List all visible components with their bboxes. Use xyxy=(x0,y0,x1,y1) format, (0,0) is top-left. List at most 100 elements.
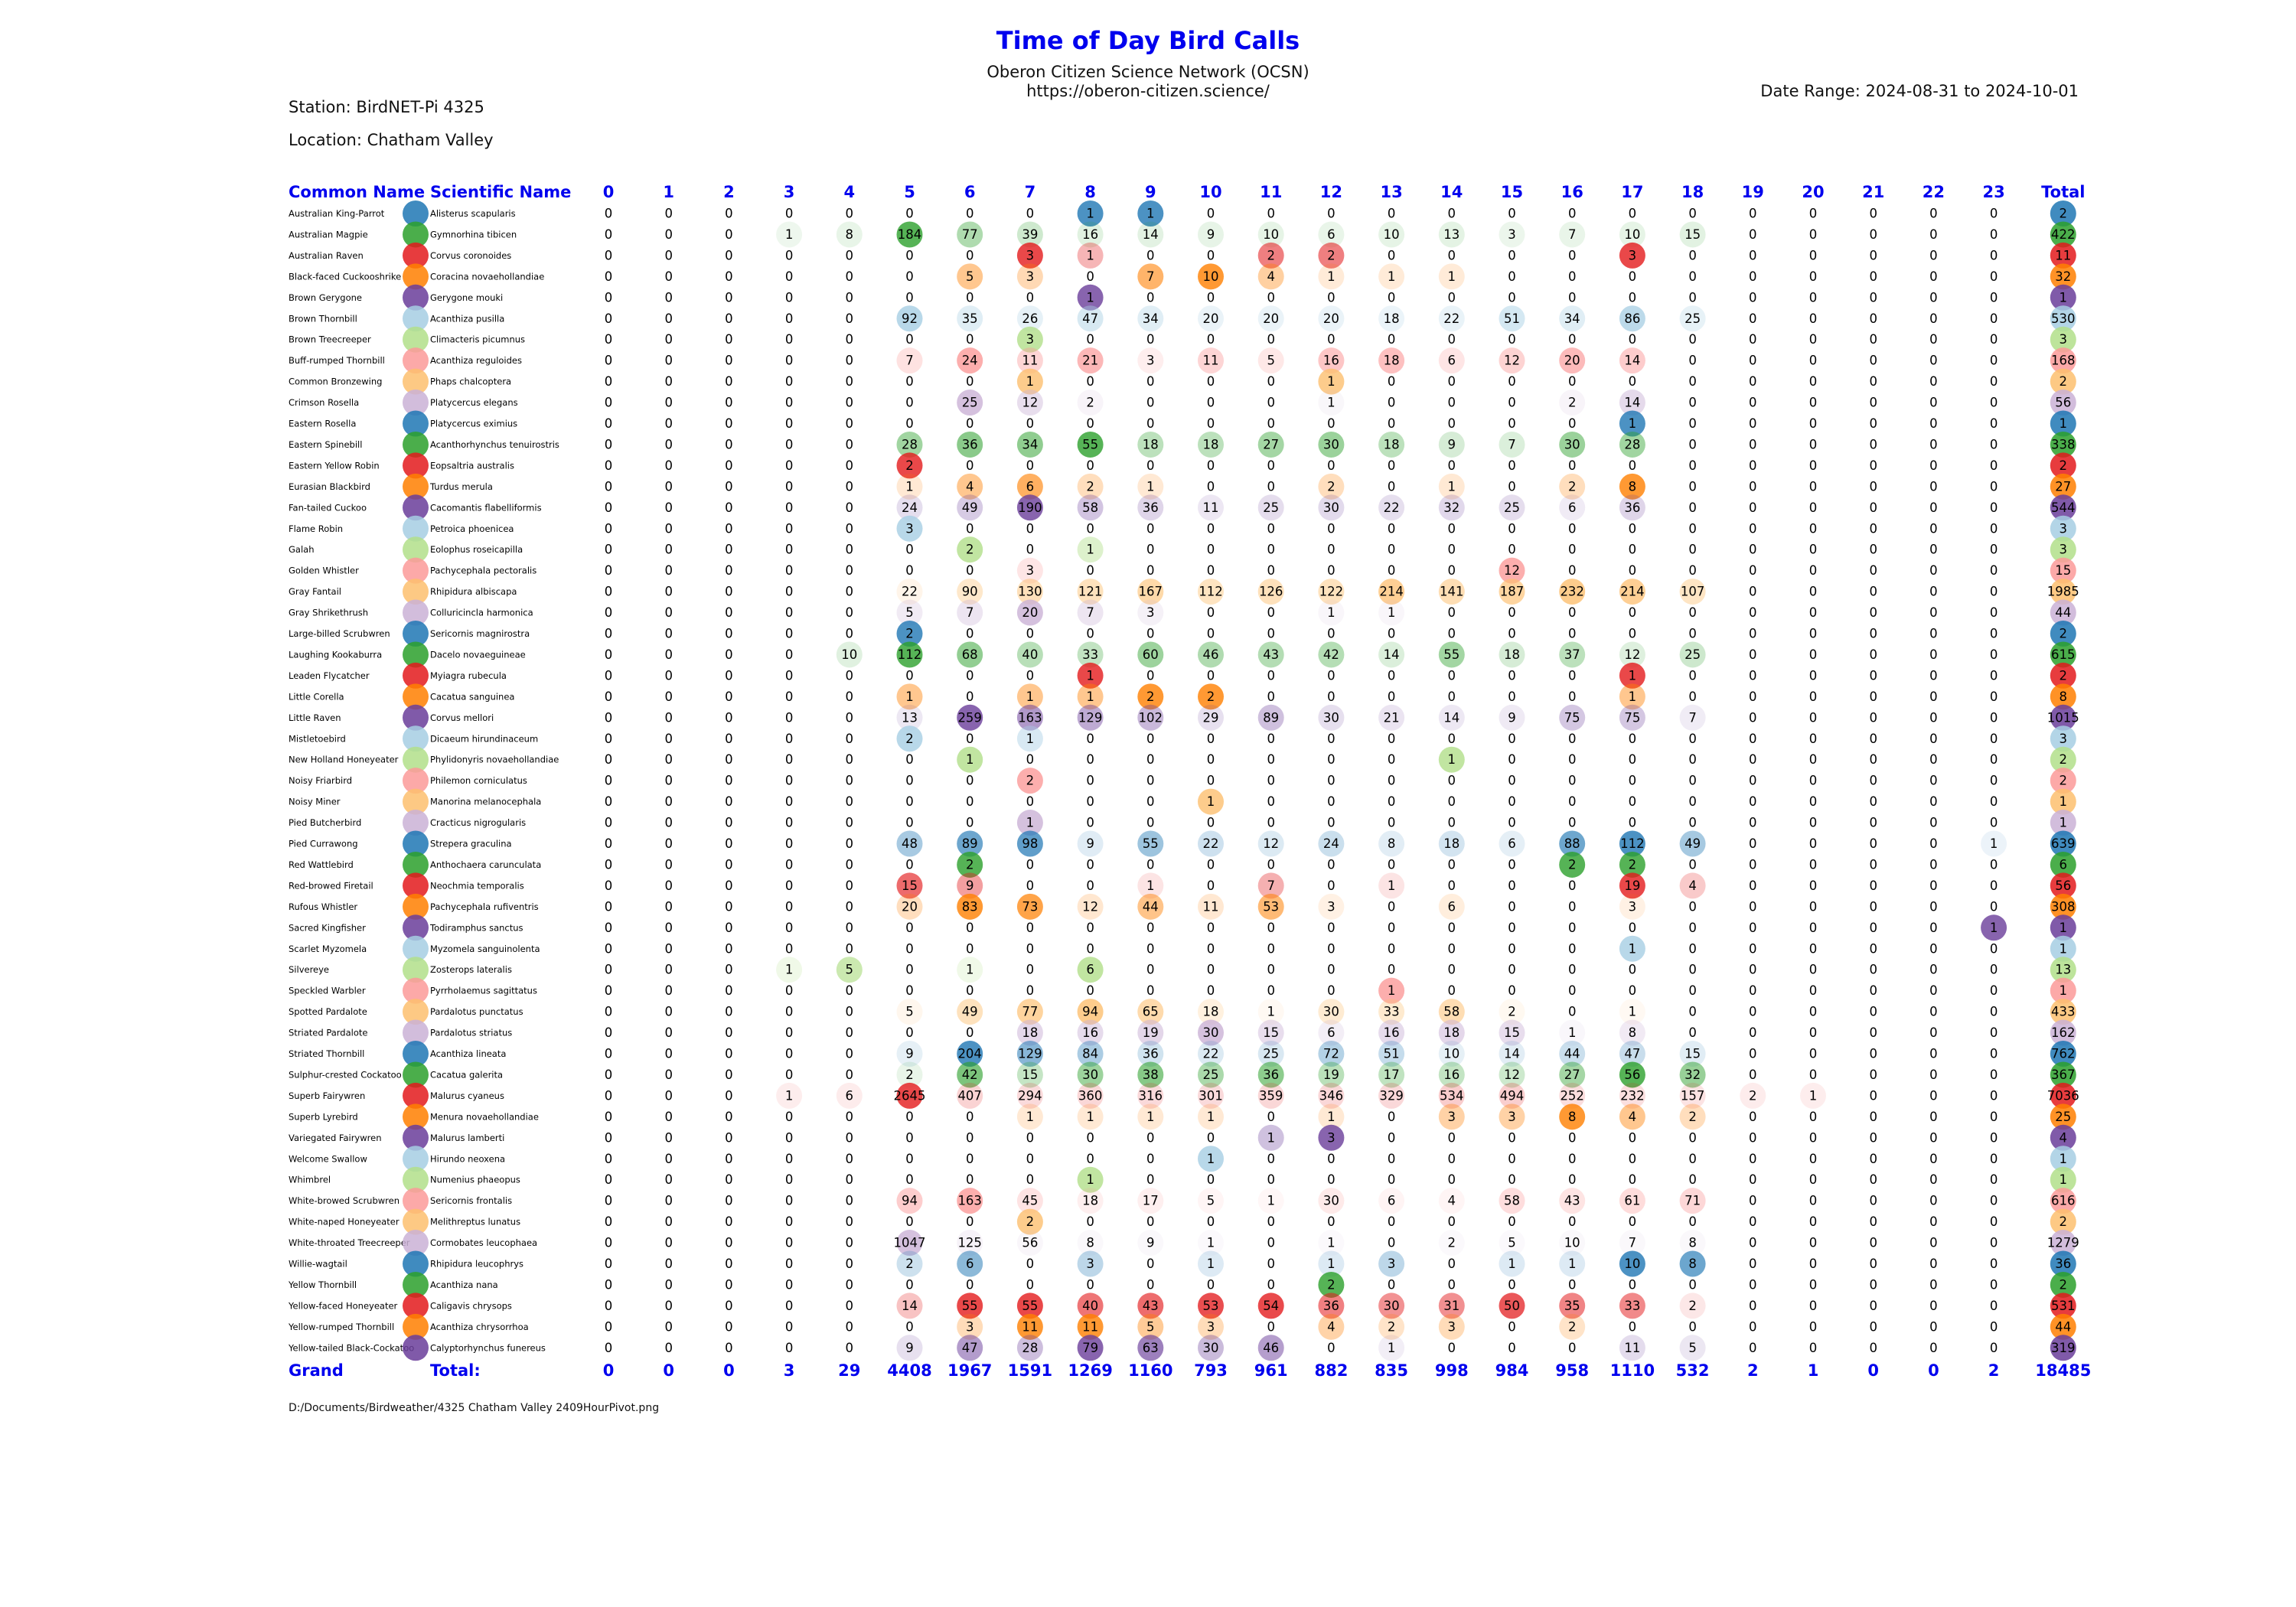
count-value: 0 xyxy=(1327,963,1336,977)
count-value: 0 xyxy=(1508,732,1516,746)
count-value: 0 xyxy=(1749,354,1757,368)
count-value: 0 xyxy=(725,752,733,767)
count-value: 0 xyxy=(1990,752,1998,767)
count-value: 0 xyxy=(605,585,613,599)
total-value: 616 xyxy=(2051,1194,2076,1208)
count-value: 0 xyxy=(1448,543,1456,557)
count-bubble xyxy=(896,579,923,605)
count-bubble xyxy=(957,957,983,983)
count-bubble xyxy=(1619,935,1645,962)
count-value: 0 xyxy=(664,521,673,536)
count-bubble xyxy=(1619,494,1645,521)
count-value: 19 xyxy=(1624,878,1640,893)
scientific-name-label: Zosterops lateralis xyxy=(430,964,512,975)
count-value: 0 xyxy=(1869,479,1877,494)
count-bubble xyxy=(1318,473,1345,500)
count-value: 12 xyxy=(1022,396,1038,410)
common-name-label: Superb Lyrebird xyxy=(289,1111,358,1122)
count-value: 2 xyxy=(966,857,974,872)
count-value: 7 xyxy=(1146,269,1155,284)
count-value: 0 xyxy=(1508,627,1516,641)
count-value: 0 xyxy=(725,437,733,451)
count-value: 0 xyxy=(725,1068,733,1082)
total-value: 15 xyxy=(2055,563,2071,578)
count-value: 0 xyxy=(1508,543,1516,557)
count-value: 0 xyxy=(905,207,914,221)
count-value: 5 xyxy=(905,605,914,620)
count-value: 0 xyxy=(1508,752,1516,767)
count-value: 0 xyxy=(1929,1088,1938,1103)
header-hour-0: 0 xyxy=(603,183,615,201)
count-bubble xyxy=(1619,390,1645,416)
count-value: 0 xyxy=(785,1236,794,1250)
grand-total-hour-17: 1110 xyxy=(1610,1361,1655,1380)
species-color-marker xyxy=(403,390,429,416)
count-bubble xyxy=(1198,999,1224,1025)
count-value: 0 xyxy=(1568,374,1577,389)
count-value: 0 xyxy=(1929,1110,1938,1124)
location-label: Location: Chatham Valley xyxy=(289,131,494,149)
count-value: 0 xyxy=(785,1047,794,1061)
count-bubble xyxy=(1077,662,1104,689)
count-bubble xyxy=(1499,830,1525,857)
count-value: 0 xyxy=(846,458,854,473)
count-value: 0 xyxy=(725,332,733,347)
scientific-name-label: Myiagra rubecula xyxy=(430,670,507,681)
count-value: 0 xyxy=(1749,207,1757,221)
count-value: 0 xyxy=(1146,1130,1155,1145)
count-value: 0 xyxy=(664,207,673,221)
count-value: 1 xyxy=(1448,479,1456,494)
count-value: 32 xyxy=(1443,500,1459,515)
count-value: 38 xyxy=(1143,1068,1159,1082)
count-value: 0 xyxy=(1508,269,1516,284)
count-value: 0 xyxy=(725,479,733,494)
count-value: 0 xyxy=(605,1047,613,1061)
count-value: 0 xyxy=(725,1299,733,1313)
total-value: 1 xyxy=(2060,941,2068,956)
count-value: 9 xyxy=(1146,1236,1155,1250)
count-value: 0 xyxy=(1327,1172,1336,1187)
count-value: 20 xyxy=(902,899,918,914)
count-bubble xyxy=(1438,579,1465,605)
count-value: 0 xyxy=(1508,1341,1516,1355)
count-value: 0 xyxy=(1749,1130,1757,1145)
count-value: 21 xyxy=(1082,354,1098,368)
common-name-label: Fan-tailed Cuckoo xyxy=(289,502,367,513)
count-value: 0 xyxy=(1026,416,1035,431)
count-bubble xyxy=(896,999,923,1025)
count-value: 0 xyxy=(1869,627,1877,641)
count-value: 2 xyxy=(1327,1277,1336,1292)
count-value: 0 xyxy=(1146,543,1155,557)
count-value: 1 xyxy=(905,479,914,494)
count-value: 0 xyxy=(785,543,794,557)
total-value: 2 xyxy=(2060,752,2068,767)
count-value: 0 xyxy=(725,311,733,326)
count-value: 4 xyxy=(1267,269,1275,284)
count-value: 36 xyxy=(1263,1068,1279,1082)
count-value: 0 xyxy=(1568,290,1577,305)
total-bubble xyxy=(2050,1335,2076,1361)
count-value: 0 xyxy=(1929,1299,1938,1313)
grand-total-hour-3: 3 xyxy=(784,1361,795,1380)
common-name-label: Whimbrel xyxy=(289,1175,331,1185)
count-value: 0 xyxy=(785,627,794,641)
count-value: 0 xyxy=(1448,732,1456,746)
species-color-marker xyxy=(403,957,429,983)
count-value: 0 xyxy=(1508,774,1516,788)
species-color-marker xyxy=(403,1082,429,1109)
count-value: 0 xyxy=(1629,290,1637,305)
count-value: 5 xyxy=(1508,1236,1516,1250)
count-bubble xyxy=(1137,1041,1164,1067)
count-value: 157 xyxy=(1681,1088,1705,1103)
count-bubble xyxy=(1016,1230,1043,1257)
count-value: 112 xyxy=(1199,585,1223,599)
count-value: 163 xyxy=(957,1194,982,1208)
count-value: 0 xyxy=(1267,1172,1275,1187)
organization-url[interactable]: https://oberon-citizen.science/ xyxy=(1026,82,1270,100)
count-value: 56 xyxy=(1624,1068,1640,1082)
count-value: 0 xyxy=(966,732,974,746)
count-value: 0 xyxy=(725,458,733,473)
common-name-label: Gray Fantail xyxy=(289,586,341,597)
count-value: 0 xyxy=(605,605,613,620)
count-value: 0 xyxy=(1929,710,1938,725)
